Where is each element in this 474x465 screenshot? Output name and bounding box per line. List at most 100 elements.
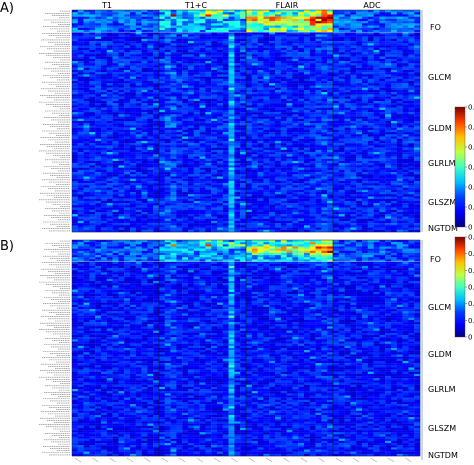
heatmap-cell [269, 132, 276, 135]
heatmap-cell [95, 76, 102, 79]
heatmap-cell [315, 114, 322, 117]
heatmap-cell [124, 176, 131, 179]
heatmap-cell [147, 152, 154, 155]
heatmap-cell [83, 105, 90, 108]
heatmap-cell [367, 176, 374, 179]
heatmap-cell [396, 32, 403, 35]
heatmap-cell [170, 101, 177, 104]
heatmap-cell [83, 29, 90, 33]
heatmap-cell [153, 125, 160, 128]
heatmap-cell [130, 76, 136, 79]
heatmap-cell [188, 78, 194, 82]
heatmap-cell [147, 125, 154, 128]
heatmap-cell [228, 16, 235, 20]
heatmap-cell [304, 123, 310, 126]
heatmap-cell [228, 27, 235, 31]
heatmap-cell [251, 49, 258, 53]
heatmap-cell [164, 123, 171, 126]
heatmap-cell [83, 25, 90, 28]
heatmap-cell [269, 121, 276, 124]
heatmap-cell [72, 34, 78, 37]
heatmap-cell [304, 116, 310, 119]
heatmap-cell [159, 127, 165, 131]
heatmap-cell [257, 103, 264, 106]
heatmap-cell [269, 101, 276, 104]
heatmap-cell [193, 118, 200, 122]
heatmap-cell [385, 138, 392, 142]
heatmap-cell [385, 136, 392, 139]
heatmap-cell [280, 29, 287, 33]
heatmap-cell [246, 83, 252, 86]
heatmap-cell [263, 121, 270, 124]
heatmap-cell [95, 10, 102, 13]
heatmap-cell [135, 114, 142, 117]
heatmap-cell [350, 112, 357, 115]
heatmap-cell [315, 56, 322, 59]
heatmap-cell [188, 85, 194, 88]
heatmap-cell [338, 96, 345, 99]
heatmap-cell [373, 72, 380, 75]
heatmap-cell [338, 63, 345, 66]
heatmap-cell [391, 74, 397, 77]
heatmap-cell [327, 140, 334, 144]
heatmap-cell [269, 169, 276, 173]
heatmap-cell [240, 183, 247, 186]
heatmap-cell [130, 34, 136, 37]
heatmap-cell [118, 134, 125, 137]
heatmap-cell [269, 129, 276, 133]
heatmap-cell [77, 41, 84, 44]
heatmap-cell [95, 125, 102, 128]
heatmap-cell [188, 143, 194, 146]
heatmap-cell [164, 132, 171, 135]
heatmap-cell [251, 187, 258, 190]
heatmap-cell [286, 174, 293, 177]
heatmap-cell [124, 63, 131, 66]
heatmap-cell [344, 85, 351, 88]
heatmap-cell [141, 43, 148, 46]
heatmap-cell [367, 85, 374, 88]
heatmap-cell [338, 101, 345, 104]
heatmap-cell [338, 118, 345, 122]
heatmap-cell [147, 154, 154, 157]
heatmap-cell [280, 21, 287, 24]
heatmap-cell [211, 187, 218, 190]
heatmap-cell [362, 140, 368, 144]
heatmap-cell [234, 154, 241, 157]
heatmap-cell [275, 187, 281, 190]
heatmap-cell [379, 123, 386, 126]
heatmap-cell [309, 127, 316, 131]
heatmap-cell [234, 63, 241, 66]
heatmap-cell [95, 87, 102, 91]
heatmap-cell [228, 61, 235, 64]
heatmap-cell [402, 143, 409, 146]
heatmap-cell [263, 107, 270, 111]
heatmap-cell [130, 140, 136, 144]
heatmap-cell [89, 169, 96, 173]
heatmap-cell [344, 58, 351, 62]
heatmap-cell [141, 92, 148, 95]
heatmap-cell [373, 67, 380, 71]
heatmap-cell [199, 189, 206, 193]
heatmap-cell [309, 174, 316, 177]
heatmap-cell [356, 16, 363, 20]
heatmap-cell [373, 112, 380, 115]
heatmap-cell [222, 14, 229, 17]
heatmap-cell [240, 165, 247, 168]
heatmap-cell [176, 167, 183, 170]
heatmap-cell [414, 63, 421, 66]
heatmap-cell [275, 158, 281, 162]
heatmap-cell [269, 87, 276, 91]
heatmap-cell [286, 27, 293, 31]
heatmap-cell [130, 118, 136, 122]
heatmap-cell [222, 165, 229, 168]
heatmap-cell [193, 105, 200, 108]
heatmap-cell [333, 176, 339, 179]
heatmap-cell [77, 54, 84, 57]
heatmap-cell [338, 134, 345, 137]
heatmap-cell [89, 125, 96, 128]
heatmap-cell [199, 121, 206, 124]
heatmap-cell [292, 61, 299, 64]
heatmap-cell [101, 134, 107, 137]
heatmap-cell [402, 98, 409, 102]
heatmap-cell [385, 114, 392, 117]
